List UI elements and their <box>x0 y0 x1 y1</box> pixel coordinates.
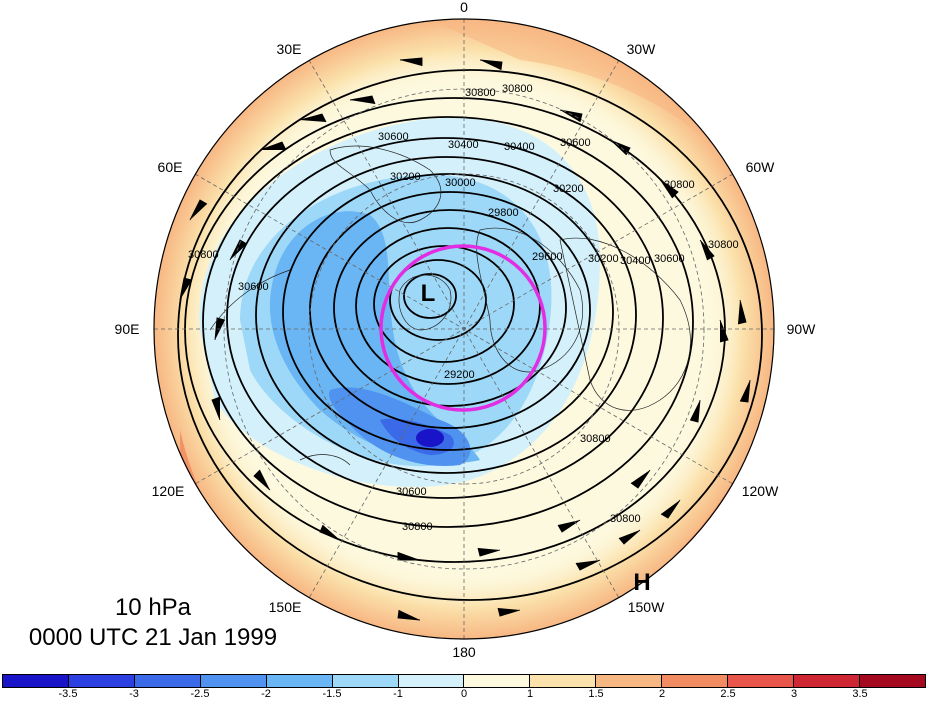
contour-label: 30200 <box>553 183 584 195</box>
contour-label: 30800 <box>708 239 739 251</box>
contour-label: 30800 <box>610 513 641 525</box>
colorbar <box>2 674 926 688</box>
lon-label-150e: 150E <box>268 599 302 615</box>
colorbar-tick-label: -3.5 <box>58 688 78 700</box>
contour-label: 30400 <box>448 139 479 151</box>
contour-label: 30800 <box>664 179 695 191</box>
map-border <box>153 18 775 640</box>
contour-label: 29800 <box>488 207 519 219</box>
colorbar-segment <box>68 675 135 687</box>
low-center-label: L <box>421 280 436 307</box>
contour-label: 30800 <box>402 521 433 533</box>
colorbar-tick-label: 0 <box>460 688 468 700</box>
lon-label-0: 0 <box>460 0 468 15</box>
contour-label: 30600 <box>560 137 591 149</box>
contour-label: 30600 <box>396 486 427 498</box>
contour-label: 30200 <box>588 253 619 265</box>
colorbar-segment <box>859 675 925 687</box>
colorbar-tick-label: -2.5 <box>190 688 210 700</box>
contour-label: 30000 <box>445 177 476 189</box>
colorbar-tick-label: 1.5 <box>588 688 604 700</box>
contour-label: 29200 <box>444 369 475 381</box>
contour-label: 29600 <box>532 251 563 263</box>
lon-label-60w: 60W <box>745 159 775 175</box>
wind-barbs <box>179 57 751 621</box>
lon-label-30w: 30W <box>626 41 656 57</box>
contour-label: 30800 <box>465 87 496 99</box>
colorbar-tick-label: -1 <box>393 688 403 700</box>
colorbar-segment <box>3 675 69 687</box>
contour-labels: 30800 30800 30600 30600 30400 30400 3020… <box>188 83 739 533</box>
colorbar-tick-label: -2 <box>261 688 271 700</box>
colorbar-tick-label: 1 <box>526 688 534 700</box>
lon-label-150w: 150W <box>627 599 665 615</box>
colorbar-segment <box>662 675 729 687</box>
colorbar-segment <box>596 675 663 687</box>
colorbar-tick-label: -1.5 <box>322 688 342 700</box>
colorbar-segment <box>266 675 333 687</box>
lon-label-30e: 30E <box>276 41 302 57</box>
contour-label: 30600 <box>238 281 269 293</box>
colorbar-tick-label: 2 <box>658 688 666 700</box>
anomaly-shading <box>154 19 774 639</box>
colorbar-segment <box>332 675 399 687</box>
colorbar-segment <box>728 675 795 687</box>
colorbar-tick-label: 3 <box>790 688 798 700</box>
pressure-level-label: 10 hPa <box>114 594 192 621</box>
contour-label: 30800 <box>188 249 219 261</box>
contour-label: 30600 <box>378 131 409 143</box>
highlight-circle <box>379 244 547 412</box>
contour-label: 30800 <box>502 83 533 95</box>
lon-label-90e: 90E <box>114 321 140 337</box>
lon-label-90w: 90W <box>786 321 816 337</box>
contour-label: 30400 <box>620 255 651 267</box>
colorbar-segment <box>398 675 465 687</box>
high-center-label: H <box>633 569 650 596</box>
colorbar-tick-label: 3.5 <box>852 688 868 700</box>
lon-label-120e: 120E <box>151 483 185 499</box>
lon-label-60e: 60E <box>157 159 183 175</box>
colorbar-segment <box>794 675 860 687</box>
colorbar-segment <box>530 675 597 687</box>
contour-label: 30400 <box>504 141 535 153</box>
colorbar-tick-label: -3 <box>129 688 139 700</box>
colorbar-segment <box>464 675 531 687</box>
lon-label-120w: 120W <box>741 483 779 499</box>
graticule <box>154 19 774 639</box>
colorbar-segment <box>200 675 267 687</box>
colorbar-segment <box>134 675 201 687</box>
coastlines <box>209 145 691 466</box>
lon-label-180: 180 <box>452 644 476 660</box>
timestamp-label: 0000 UTC 21 Jan 1999 <box>28 624 278 651</box>
contour-label: 30600 <box>654 253 685 265</box>
colorbar-tick-label: 2.5 <box>720 688 736 700</box>
contour-label: 30800 <box>580 433 611 445</box>
contour-label: 30200 <box>390 171 421 183</box>
